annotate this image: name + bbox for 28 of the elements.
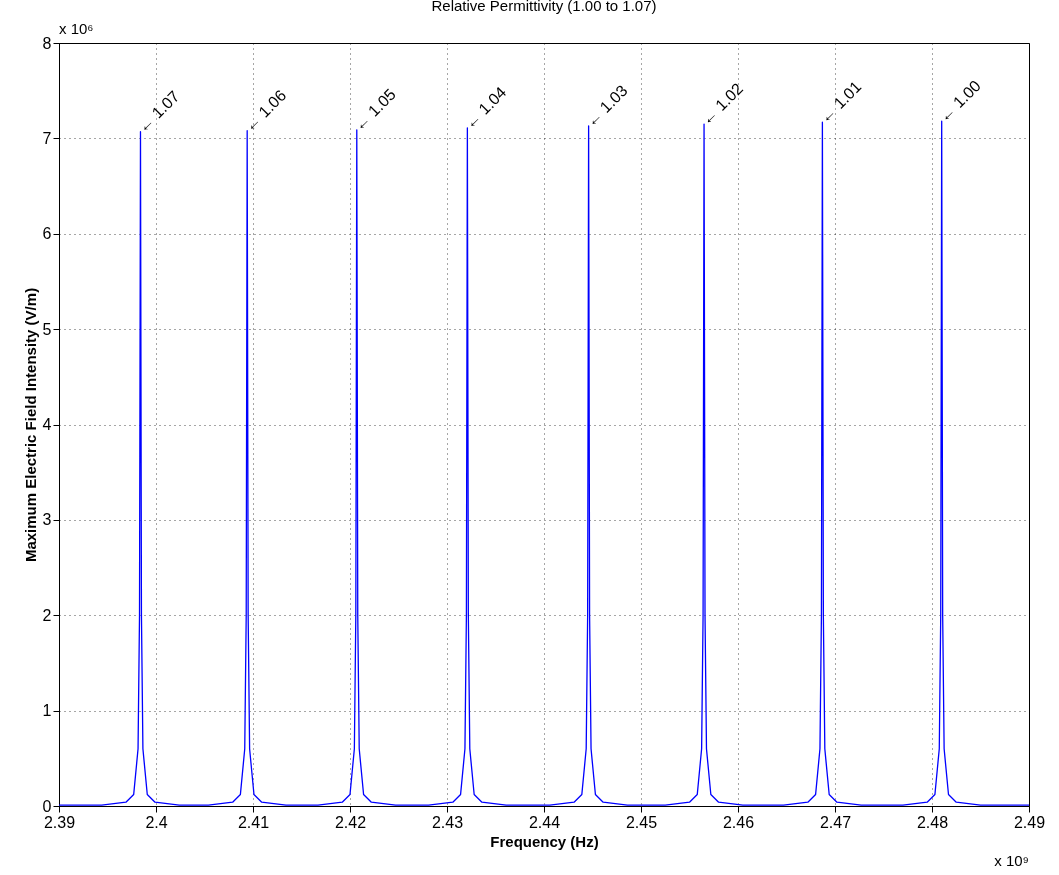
x-tick-label: 2.39 — [43, 813, 76, 831]
y-tick-label: 4 — [42, 416, 52, 433]
y-tick-label: 1 — [42, 702, 52, 720]
x-tick-label: 2.49 — [1013, 813, 1046, 831]
y-tick-label: 0 — [42, 797, 52, 815]
y-tick-label: 7 — [42, 129, 52, 147]
y-tick-label: 8 — [42, 34, 52, 52]
x-tick-label: 2.44 — [528, 813, 561, 831]
x-tick-label: 2.41 — [237, 813, 270, 831]
x-tick-label: 2.48 — [916, 813, 949, 831]
x-tick-label: 2.45 — [625, 813, 658, 831]
x-tick-label: 2.42 — [334, 813, 367, 831]
x-tick-label: 2.43 — [431, 813, 464, 831]
y-tick-label: 3 — [42, 511, 52, 529]
annotation: ← 1.00 — [935, 76, 984, 126]
text: x 10⁹ — [994, 852, 1029, 869]
x-axis-title: Frequency (Hz) — [490, 832, 599, 850]
y-axis-title: Maximum Electric Field Intensity (V/m) — [21, 287, 39, 563]
x-tick-label: 2.46 — [722, 813, 755, 831]
y-tick-label: 6 — [42, 225, 52, 243]
annotation: ← 1.01 — [816, 77, 865, 127]
x-tick-label: 2.4 — [145, 813, 168, 831]
x-tick-label: 2.47 — [819, 813, 852, 831]
text: x 10⁶ — [59, 20, 94, 37]
annotation: ← 1.03 — [582, 81, 631, 131]
chart-title: Relative Permittivity (1.00 to 1.07) — [431, 0, 657, 14]
y-tick-label: 5 — [42, 320, 52, 338]
y-tick-label: 2 — [42, 606, 52, 624]
